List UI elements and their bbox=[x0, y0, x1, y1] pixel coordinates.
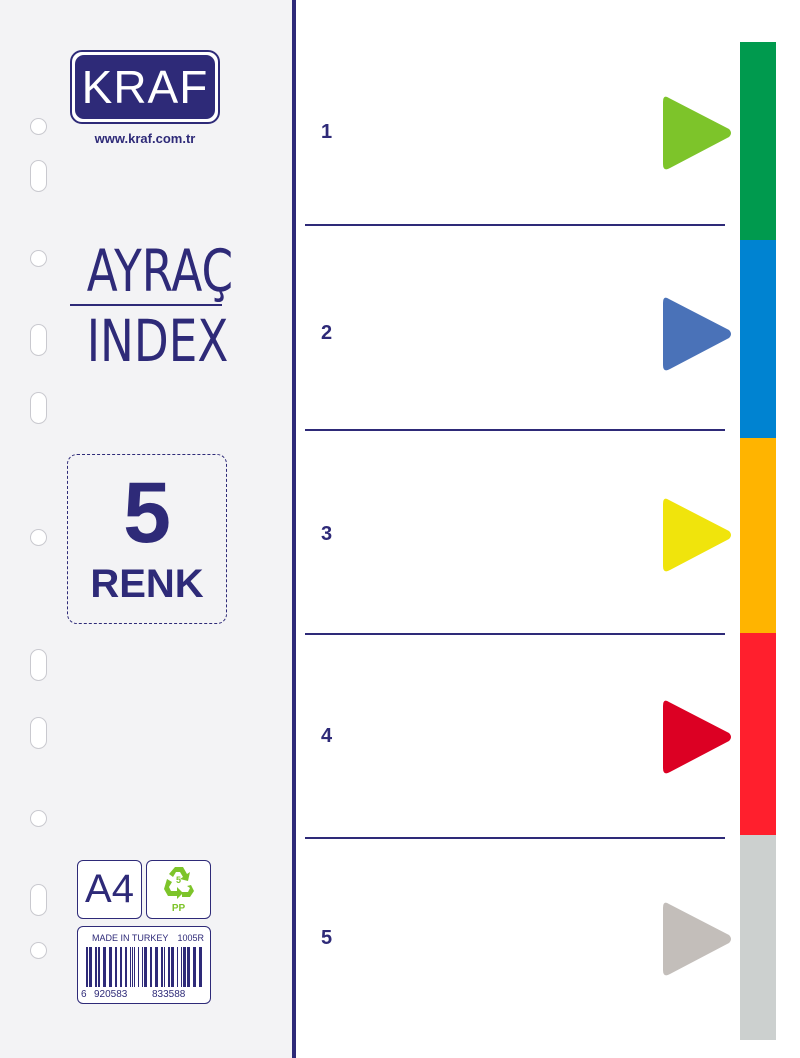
barcode-bar bbox=[183, 947, 186, 987]
divider-tab bbox=[740, 42, 776, 240]
punch-hole bbox=[30, 118, 47, 135]
barcode-bar bbox=[95, 947, 97, 987]
barcode-bar bbox=[125, 947, 127, 987]
section-separator bbox=[305, 224, 725, 226]
section-number: 2 bbox=[321, 322, 333, 344]
punch-hole bbox=[30, 324, 47, 356]
divider-tab bbox=[740, 438, 776, 633]
punch-hole bbox=[30, 529, 47, 546]
section-separator bbox=[305, 429, 725, 431]
barcode-bar bbox=[193, 947, 196, 987]
color-count: 5 bbox=[123, 465, 171, 561]
arrow-icon bbox=[663, 700, 731, 774]
barcode-bar bbox=[103, 947, 106, 987]
punch-hole bbox=[30, 810, 47, 827]
barcode-bar bbox=[142, 947, 143, 987]
barcode-bar bbox=[171, 947, 174, 987]
barcode-bar bbox=[134, 947, 135, 987]
section-number: 1 bbox=[321, 121, 333, 143]
barcode bbox=[86, 947, 202, 987]
size-badge: A4 bbox=[77, 860, 142, 919]
barcode-bar bbox=[150, 947, 152, 987]
barcode-bar bbox=[168, 947, 170, 987]
punch-hole bbox=[30, 942, 47, 959]
barcode-bar bbox=[98, 947, 100, 987]
section-number: 4 bbox=[321, 725, 333, 747]
section-number: 5 bbox=[321, 927, 333, 949]
color-count-label: RENK bbox=[90, 562, 204, 606]
section-separator bbox=[305, 837, 725, 839]
recycle-material: PP bbox=[171, 903, 186, 914]
barcode-bar bbox=[115, 947, 117, 987]
divider-tab bbox=[740, 835, 776, 1040]
barcode-bar bbox=[199, 947, 202, 987]
arrow-icon bbox=[663, 498, 731, 572]
arrow-icon bbox=[663, 96, 731, 170]
title-index: INDEX bbox=[86, 307, 229, 375]
size-label: A4 bbox=[85, 867, 134, 911]
punch-hole bbox=[30, 884, 47, 916]
barcode-bar bbox=[86, 947, 88, 987]
barcode-bar bbox=[161, 947, 163, 987]
barcode-bar bbox=[164, 947, 165, 987]
arrow-icon bbox=[663, 902, 731, 976]
recycle-badge: 5 PP bbox=[146, 860, 211, 919]
product-code: 1005R bbox=[177, 933, 204, 943]
divider-line bbox=[292, 0, 296, 1058]
barcode-bar bbox=[177, 947, 178, 987]
arrow-icon bbox=[663, 297, 731, 371]
barcode-bar bbox=[181, 947, 182, 987]
barcode-bar bbox=[144, 947, 147, 987]
barcode-bar bbox=[130, 947, 131, 987]
punch-hole bbox=[30, 649, 47, 681]
barcode-bar bbox=[89, 947, 92, 987]
divider-tab bbox=[740, 633, 776, 835]
logo-text: KRAF bbox=[75, 55, 215, 119]
color-count-box: 5 RENK bbox=[67, 454, 227, 624]
recycle-code: 5 bbox=[175, 875, 181, 885]
barcode-bar bbox=[187, 947, 190, 987]
kraf-logo: KRAF bbox=[70, 50, 220, 124]
title-ayrac: AYRAÇ bbox=[86, 237, 234, 305]
punch-hole bbox=[30, 717, 47, 749]
punch-hole bbox=[30, 250, 47, 267]
divider-tab bbox=[740, 240, 776, 438]
barcode-digits-left: 920583 bbox=[94, 989, 128, 1000]
section-separator bbox=[305, 633, 725, 635]
barcode-bar bbox=[138, 947, 139, 987]
website-url: www.kraf.com.tr bbox=[94, 131, 196, 146]
barcode-bar bbox=[120, 947, 122, 987]
section-number: 3 bbox=[321, 523, 333, 545]
barcode-digits-right: 833588 bbox=[152, 989, 186, 1000]
barcode-bar bbox=[155, 947, 158, 987]
punch-hole bbox=[30, 392, 47, 424]
barcode-bar bbox=[132, 947, 133, 987]
barcode-bar bbox=[109, 947, 112, 987]
recycle-icon bbox=[164, 867, 194, 899]
title-rule bbox=[70, 304, 222, 306]
punch-hole bbox=[30, 160, 47, 192]
origin-text: MADE IN TURKEY bbox=[92, 933, 169, 943]
barcode-label: MADE IN TURKEY 1005R 6 920583 833588 bbox=[77, 926, 211, 1004]
barcode-digit-lead: 6 bbox=[81, 989, 87, 1000]
